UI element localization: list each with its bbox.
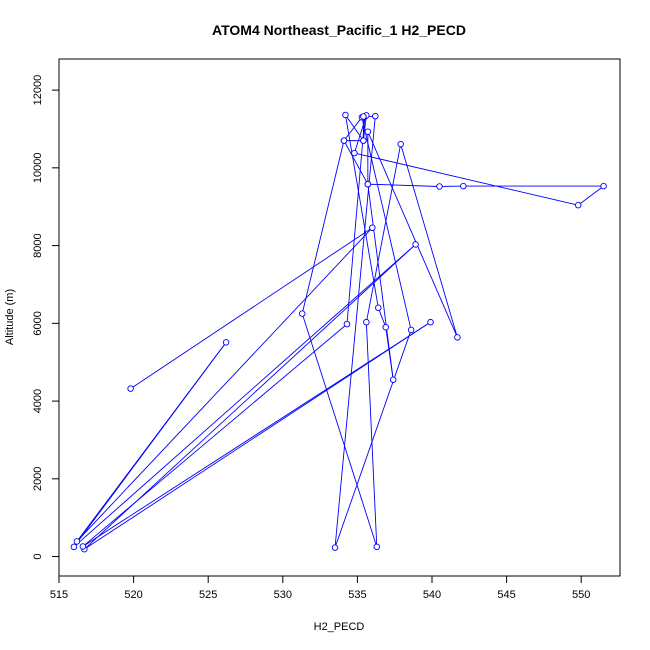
data-point <box>375 304 382 312</box>
data-point <box>73 538 81 545</box>
data-point <box>369 224 376 231</box>
data-point <box>364 128 372 135</box>
data-point <box>389 376 397 383</box>
y-tick-label: 2000 <box>32 467 44 491</box>
series-segment <box>346 116 366 325</box>
series-segment <box>334 116 376 548</box>
x-axis-label: H2_PECD <box>314 621 365 633</box>
x-tick-label: 540 <box>423 589 441 601</box>
series-segment <box>82 321 431 547</box>
data-point <box>363 318 370 326</box>
x-tick-label: 515 <box>50 589 68 601</box>
data-point <box>360 137 367 144</box>
series-segment <box>361 117 412 331</box>
x-tick-label: 530 <box>274 589 292 601</box>
data-point <box>397 140 404 148</box>
series-segment <box>301 313 378 547</box>
series-segment <box>354 152 579 206</box>
data-point <box>460 182 467 190</box>
y-tick-label: 6000 <box>32 311 44 335</box>
data-point <box>436 183 443 190</box>
data-point <box>600 182 607 190</box>
series-segment <box>577 185 604 206</box>
data-point <box>351 149 358 157</box>
series-segment <box>345 114 379 308</box>
series-segment <box>367 183 440 187</box>
chart-title: ATOM4 Northeast_Pacific_1 H2_PECD <box>212 22 466 38</box>
series-segment <box>345 114 364 141</box>
x-axis: 515 520 525 530 535 540 545 550 <box>50 575 590 601</box>
y-tick-label: 0 <box>32 554 44 560</box>
series-segment <box>130 227 373 390</box>
series-segment <box>365 322 378 547</box>
data-point <box>407 326 415 334</box>
x-tick-label: 520 <box>124 589 142 601</box>
series-segment <box>377 307 387 328</box>
data-point <box>127 385 134 392</box>
data-point <box>364 180 372 188</box>
series-segment <box>400 144 458 338</box>
y-tick-label: 12000 <box>32 75 44 106</box>
y-axis: 0 2000 4000 6000 8000 10000 12000 <box>32 75 60 560</box>
series-segment <box>365 144 402 323</box>
data-series <box>70 111 607 553</box>
series-segment <box>334 329 412 548</box>
data-point <box>360 113 367 120</box>
series-segment <box>343 140 369 185</box>
series-segment <box>343 117 363 141</box>
data-point <box>331 544 339 551</box>
data-point <box>342 111 349 119</box>
data-point <box>343 320 351 328</box>
data-point <box>79 543 87 550</box>
data-point <box>298 310 306 317</box>
y-tick-label: 10000 <box>32 153 44 184</box>
y-axis-label: Altitude (m) <box>4 289 16 345</box>
series-segment <box>82 323 348 547</box>
series-segment <box>367 131 458 338</box>
data-point <box>454 334 461 341</box>
y-tick-label: 8000 <box>32 233 44 257</box>
series-segment <box>367 184 394 380</box>
series-segment <box>301 140 345 314</box>
series-segment <box>73 342 227 548</box>
series-segment <box>84 321 431 550</box>
data-point <box>70 543 78 551</box>
data-point <box>574 201 582 209</box>
x-tick-label: 525 <box>199 589 217 601</box>
x-tick-label: 535 <box>348 589 366 601</box>
data-point <box>222 339 230 346</box>
data-point <box>373 543 381 551</box>
series-segment <box>353 115 367 154</box>
x-tick-label: 545 <box>497 589 515 601</box>
series-segment <box>76 227 373 542</box>
x-tick-label: 550 <box>572 589 590 601</box>
data-point <box>427 318 434 326</box>
series-segment <box>73 244 416 548</box>
data-point <box>372 112 379 120</box>
data-point <box>412 241 419 248</box>
data-point <box>382 323 390 331</box>
data-point <box>340 137 348 144</box>
y-tick-label: 4000 <box>32 389 44 413</box>
